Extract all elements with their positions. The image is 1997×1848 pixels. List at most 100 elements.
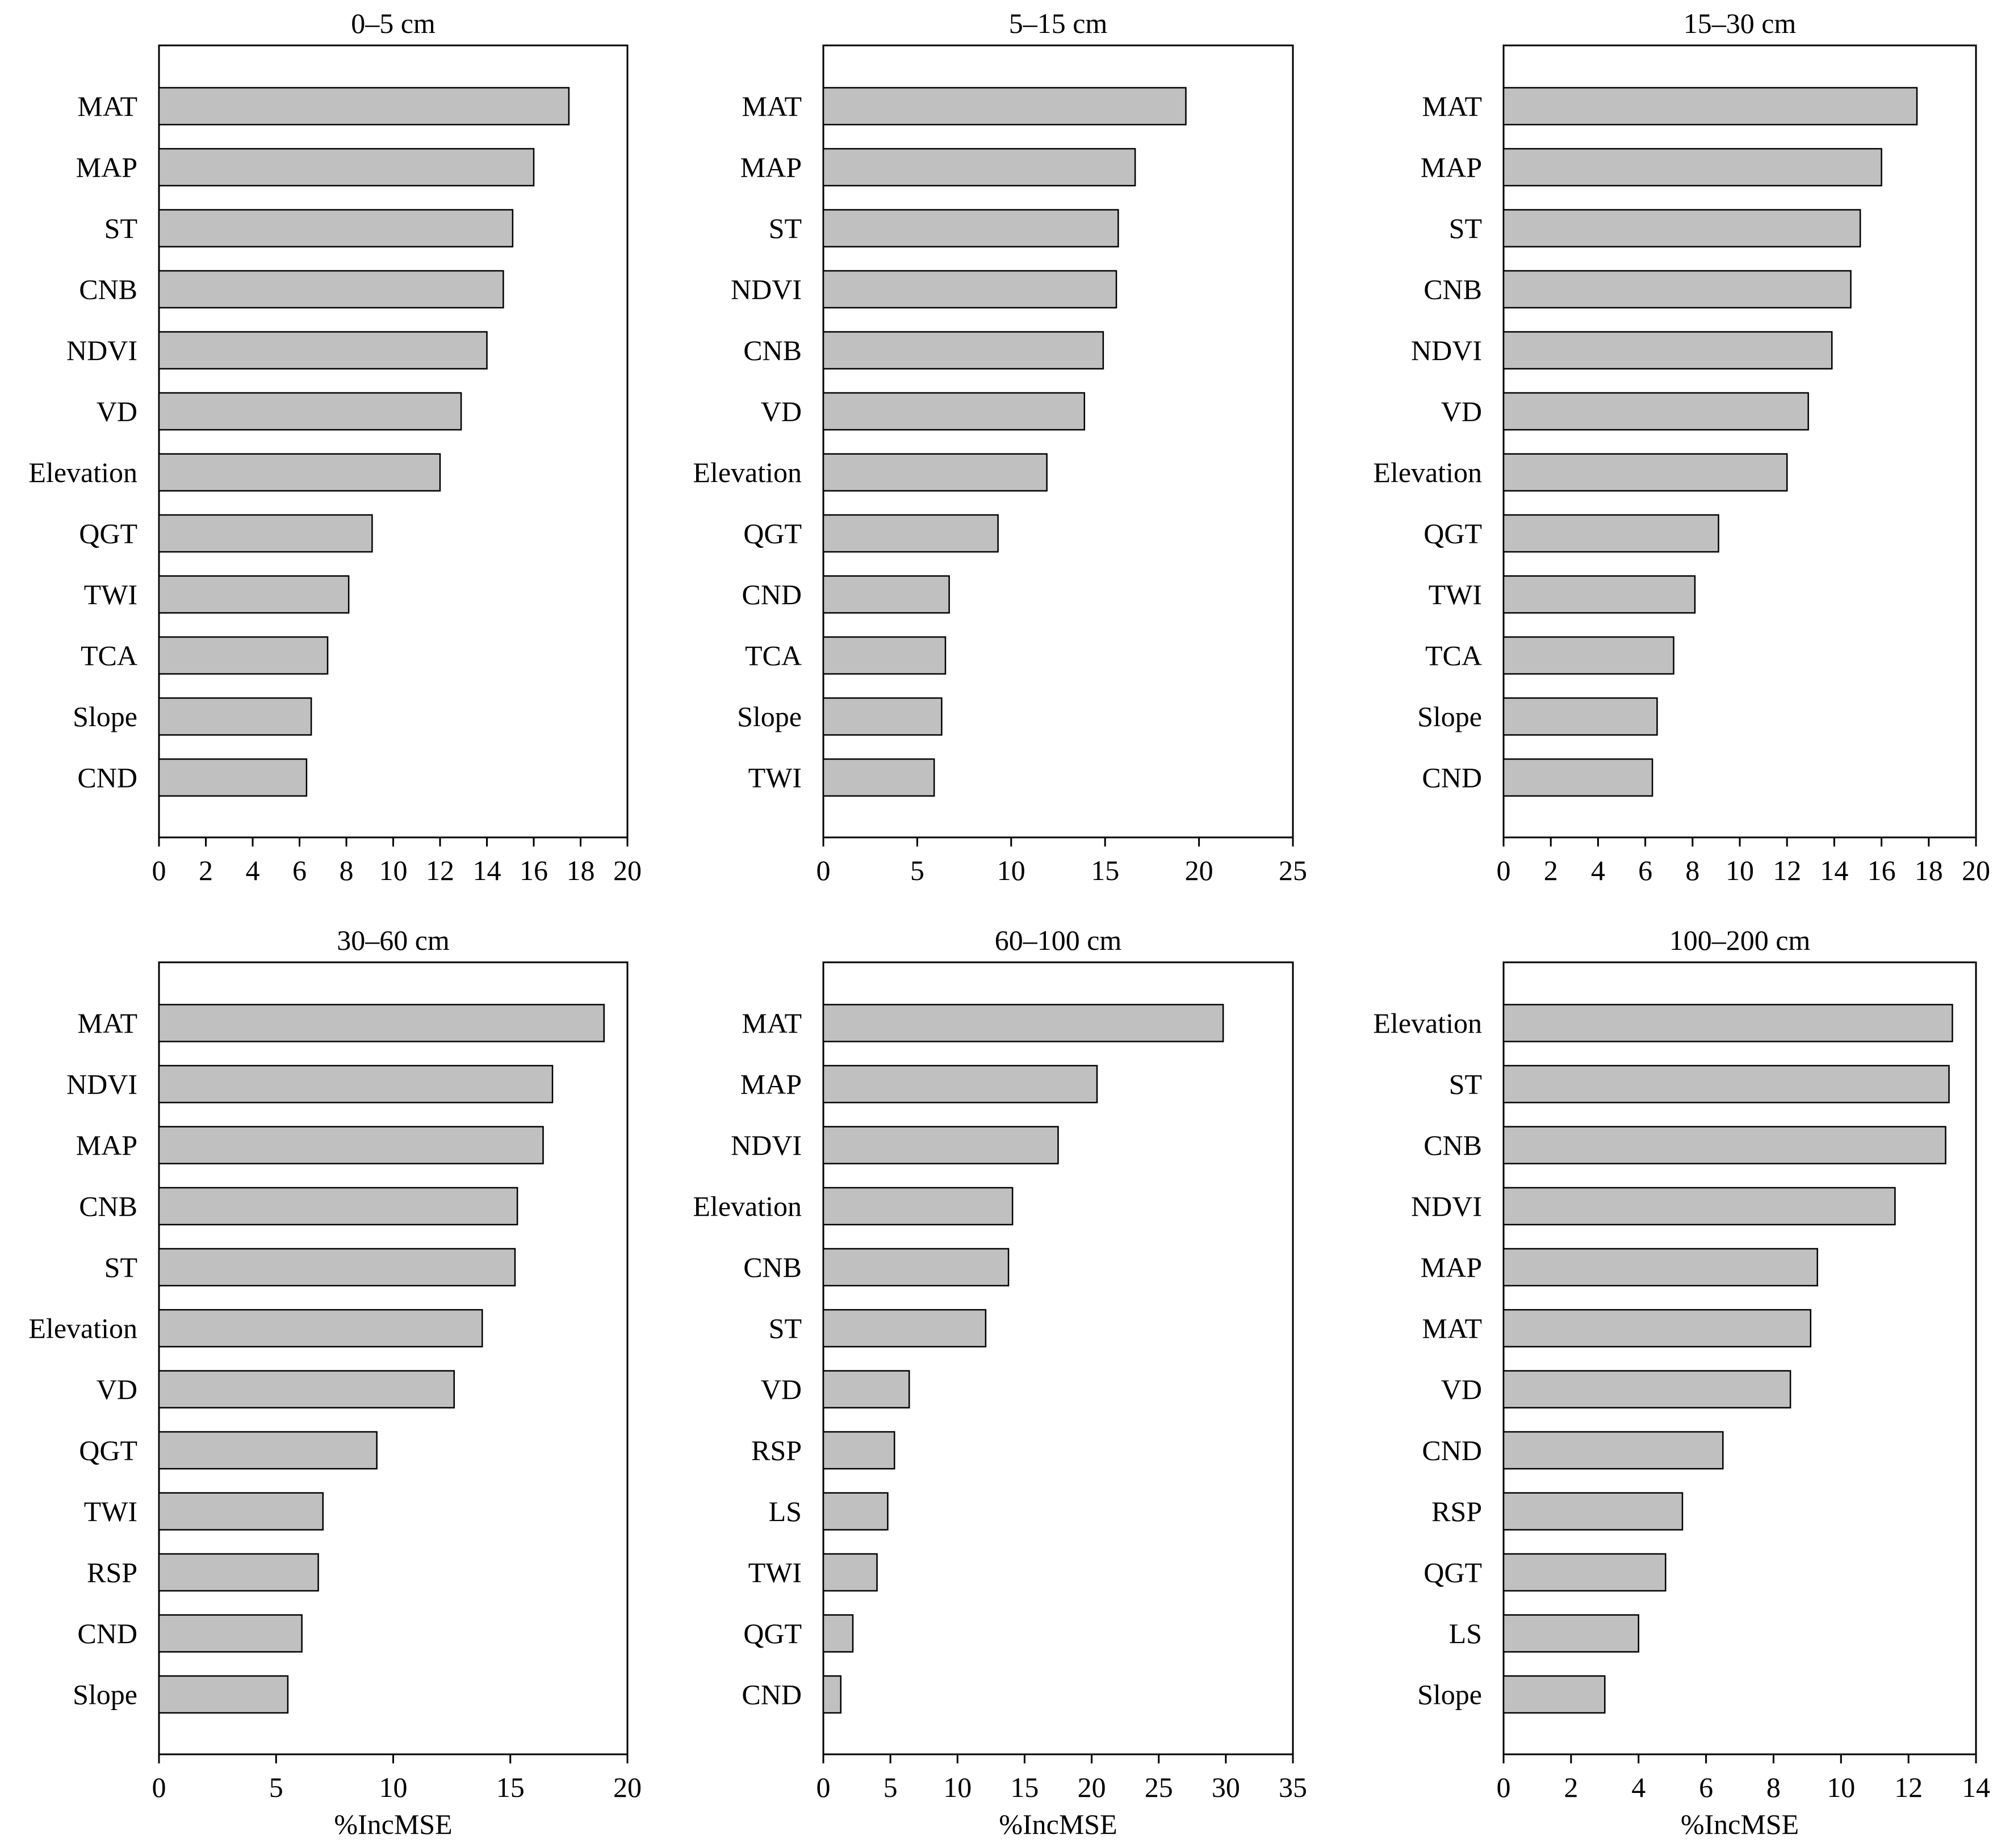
bar [822,331,1104,370]
category-label: Elevation [693,456,802,488]
bar [158,514,373,553]
x-tick-label: 20 [1962,854,1990,886]
category-label: ST [104,1251,137,1283]
x-tick-label: 10 [997,854,1025,886]
bar [1502,1431,1724,1470]
category-label: Slope [1417,1679,1482,1711]
bar [1502,209,1861,248]
category-label: CNB [743,334,802,366]
bar [1502,575,1696,614]
category-label: MAT [77,90,137,122]
x-tick-label: 25 [1145,1771,1173,1803]
category-label: MAT [1422,1313,1482,1344]
bar [1502,392,1809,431]
bar [1502,1614,1639,1653]
bar [1502,1065,1950,1104]
bar [822,148,1136,187]
chart-title: 60–100 cm [995,924,1122,956]
category-label: MAT [77,1007,137,1039]
x-tick-label: 5 [884,1771,898,1803]
x-tick-label: 10 [379,854,408,886]
x-axis-label: %IncMSE [999,1808,1117,1840]
x-tick-label: 2 [199,854,213,886]
x-axis-label: %IncMSE [334,1808,452,1840]
category-label: ST [104,212,137,244]
chart-panel-3: 30–60 cm MAT NDVI MAP CNB ST Elevation VD QGT TWI… [28,924,642,1840]
x-tick-label: 18 [1915,854,1943,886]
bar [1502,697,1658,736]
x-tick-label: 25 [1279,854,1307,886]
bar [822,453,1048,492]
x-tick-label: 16 [1868,854,1896,886]
category-label: CND [1422,1435,1482,1466]
x-tick-label: 14 [1962,1771,1990,1803]
category-label: TWI [748,762,802,794]
bar [822,1065,1098,1104]
bar [158,1309,483,1348]
x-tick-label: 4 [1591,854,1605,886]
bar [1502,331,1833,370]
plot-frame [822,44,1294,839]
category-label: Elevation [1373,456,1482,488]
x-tick-label: 4 [246,854,260,886]
category-label: QGT [1424,1557,1482,1589]
x-tick-label: 20 [613,854,642,886]
category-label: CND [742,579,802,610]
bar [158,1248,516,1287]
x-tick-label: 6 [292,854,307,886]
category-label: MAP [76,152,137,183]
category-label: QGT [1424,518,1482,550]
chart-panel-1: 5–15 cm MAT MAP ST NDVI CNB VD Elevation QGT CND T… [693,7,1307,886]
category-label: CNB [79,274,137,305]
category-label: QGT [743,518,802,550]
x-tick-label: 0 [152,854,166,886]
bar [822,1004,1224,1042]
bar [158,270,504,309]
bar [822,575,950,614]
bar [158,1431,378,1470]
x-tick-label: 35 [1279,1771,1307,1803]
category-label: Slope [737,701,802,732]
bar [1502,1370,1791,1409]
x-tick-label: 8 [1766,1771,1781,1803]
category-label: Elevation [28,1313,137,1344]
category-label: NDVI [66,1068,137,1100]
x-tick-label: 12 [1894,1771,1923,1803]
x-tick-label: 15 [496,1771,525,1803]
category-label: CNB [1424,1129,1482,1161]
category-label: NDVI [731,274,802,305]
category-label: ST [1449,1068,1482,1100]
category-label: TCA [1425,640,1482,672]
category-label: MAP [740,152,802,183]
category-label: NDVI [731,1129,802,1161]
plot-frame [822,961,1294,1755]
category-label: QGT [79,518,137,550]
category-label: TWI [84,579,137,610]
bar [822,1126,1059,1164]
bar [158,87,570,125]
bar [158,1126,544,1164]
bar [1502,1492,1684,1531]
category-label: LS [769,1495,802,1527]
bar [1502,1126,1946,1164]
bar [158,758,308,797]
category-label: Slope [1417,701,1482,732]
x-tick-label: 14 [1820,854,1848,886]
category-label: TWI [84,1495,137,1527]
chart-title: 0–5 cm [351,7,436,39]
x-tick-label: 0 [1497,854,1511,886]
bar [158,575,350,614]
bar [1502,636,1674,675]
bar [1502,1004,1953,1042]
bar [158,636,329,675]
category-label: CNB [743,1251,802,1283]
bar [1502,1248,1818,1287]
x-tick-label: 5 [269,1771,283,1803]
bar [822,392,1086,431]
x-tick-label: 20 [1078,1771,1106,1803]
bar [158,148,535,187]
x-tick-label: 16 [520,854,548,886]
x-tick-label: 14 [473,854,501,886]
category-label: MAP [1421,152,1482,183]
